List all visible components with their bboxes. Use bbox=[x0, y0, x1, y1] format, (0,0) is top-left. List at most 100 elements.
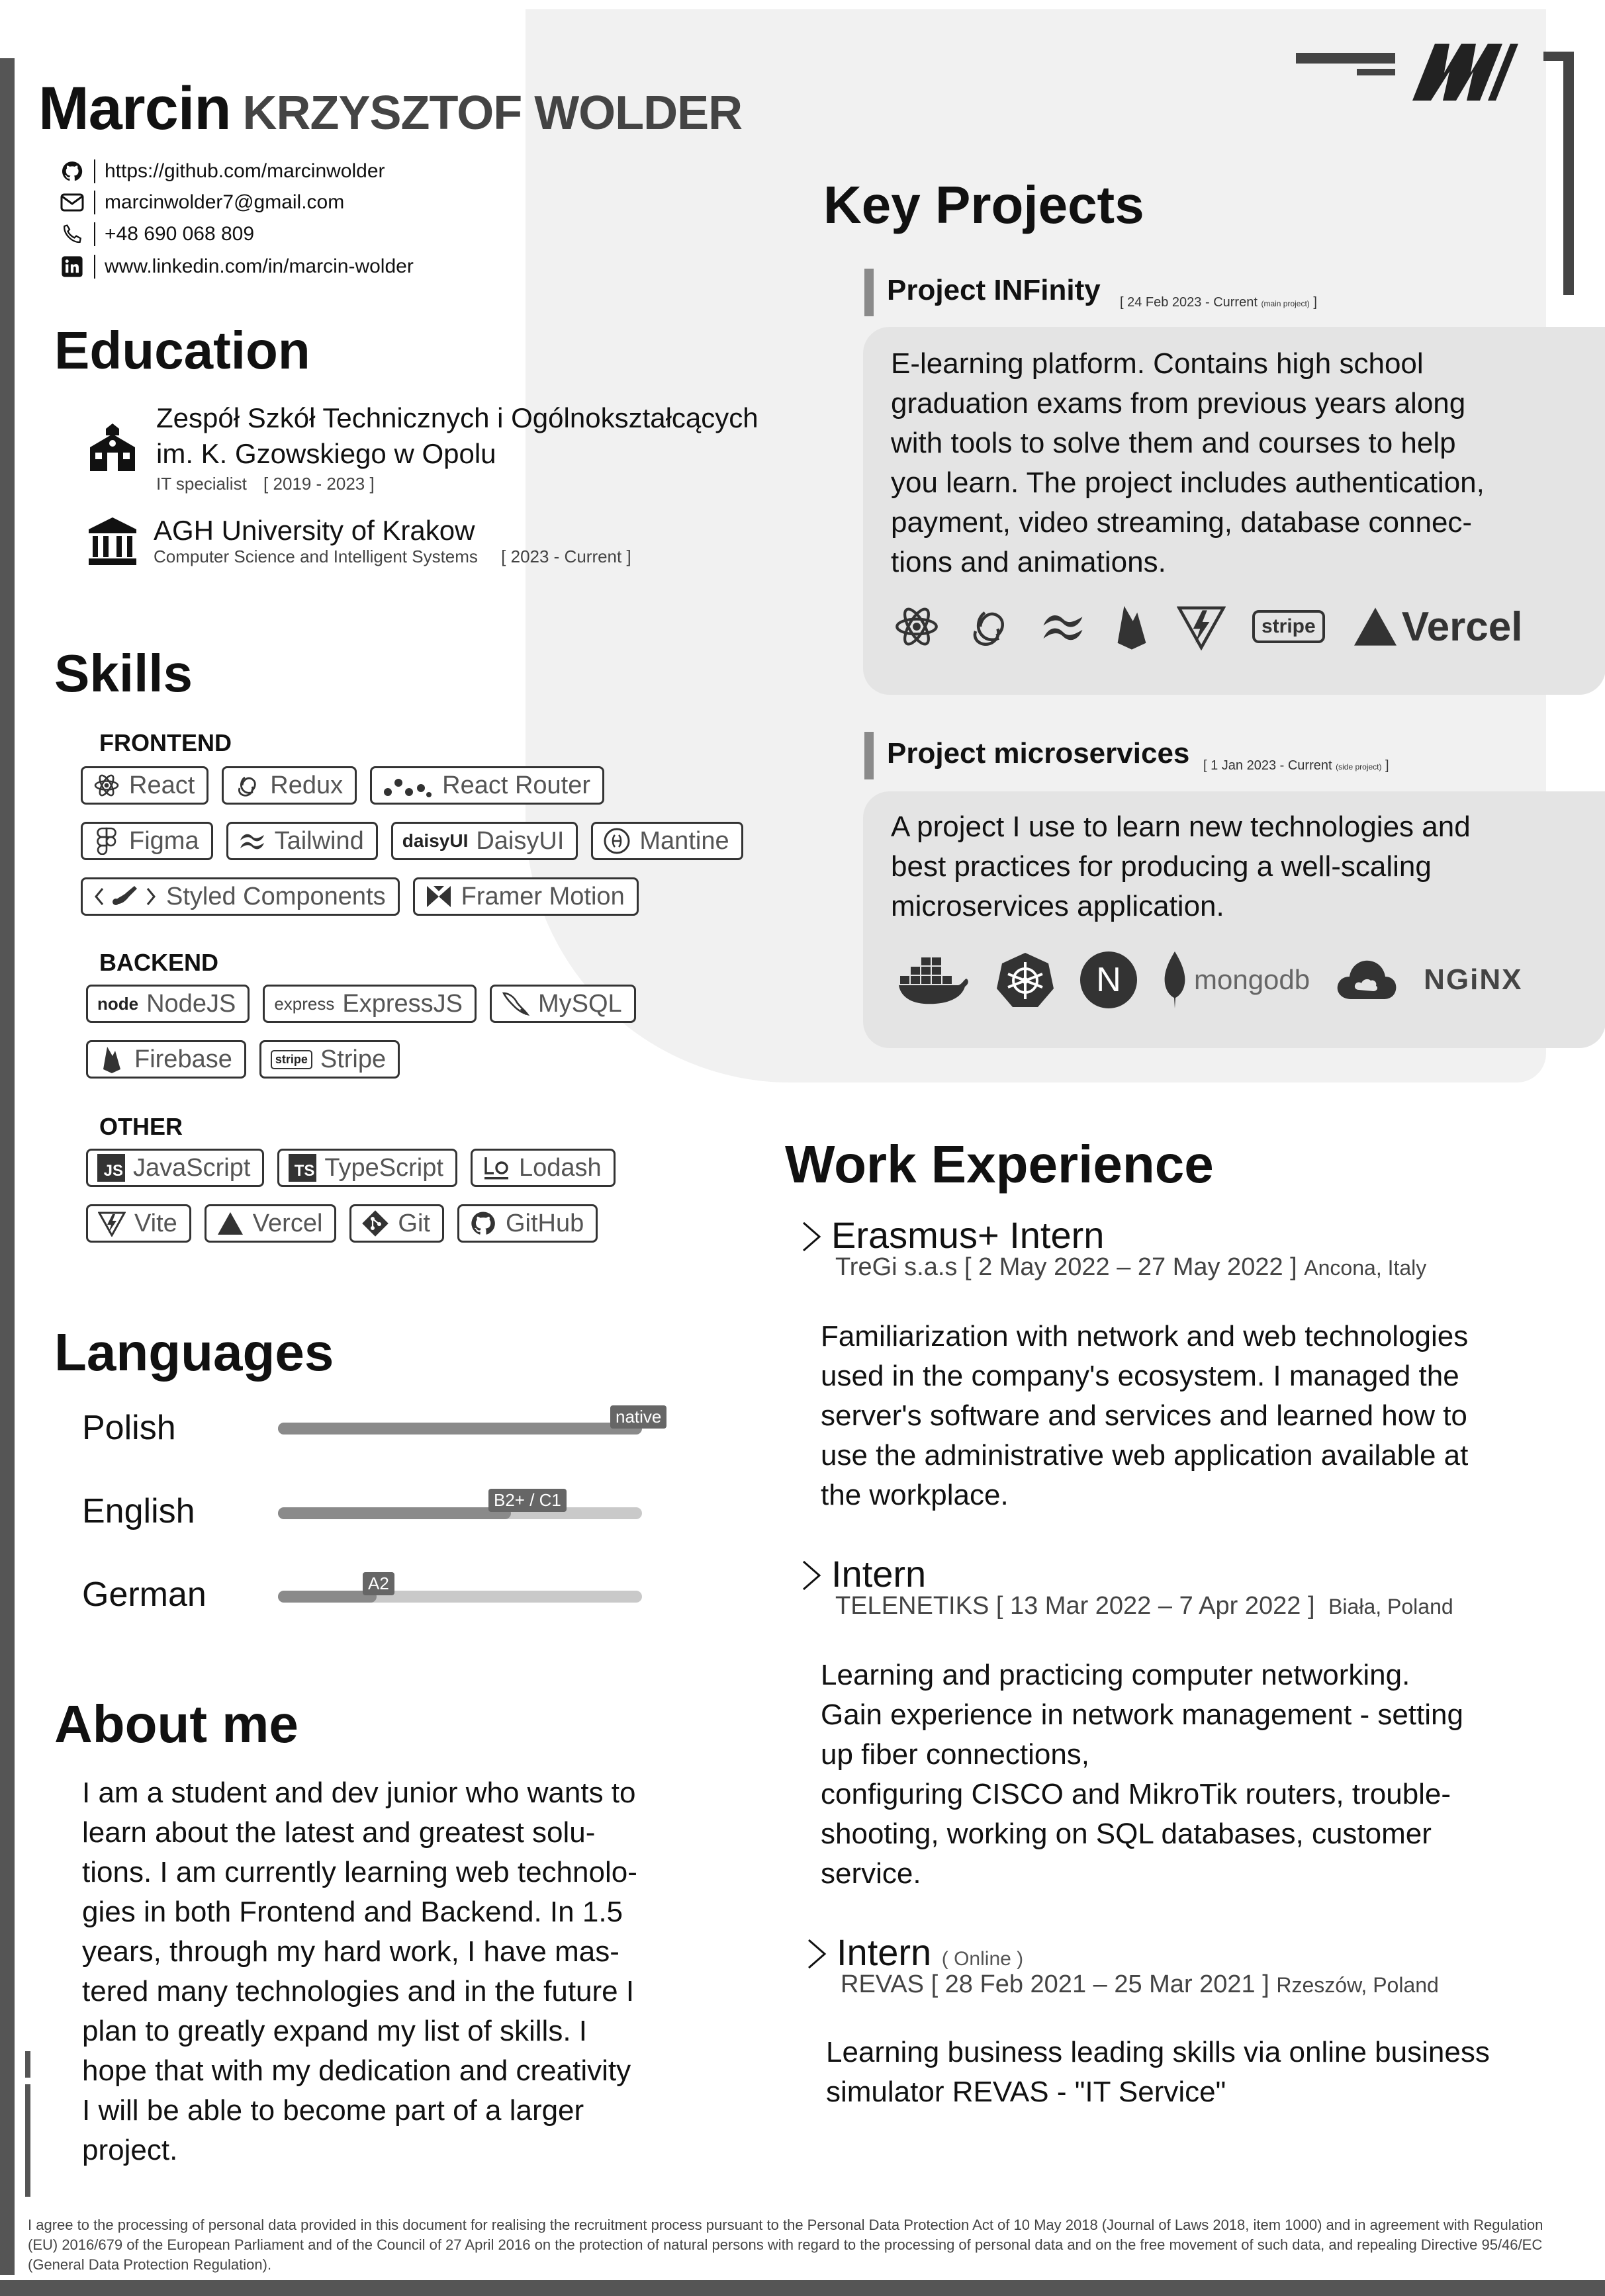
other-row-2: Vite Vercel Git GitHub bbox=[86, 1204, 598, 1243]
skill-label: Git bbox=[398, 1209, 430, 1237]
project-line: payment, video streaming, database conne… bbox=[891, 506, 1473, 539]
job-line: up fiber connections, bbox=[821, 1738, 1090, 1771]
skill-nodejs[interactable]: node NodeJS bbox=[86, 985, 250, 1023]
school-name-line1: Zespół Szkół Technicznych i Ogólnokształ… bbox=[156, 402, 758, 433]
university-dates: [ 2023 - Current ] bbox=[501, 547, 631, 566]
mongodb-icon: mongodb bbox=[1162, 950, 1310, 1010]
about-line: I will be able to become part of a large… bbox=[82, 2094, 584, 2127]
skill-lodash[interactable]: Lodash bbox=[470, 1149, 616, 1187]
backend-row-2: Firebase stripe Stripe bbox=[86, 1040, 400, 1079]
about-line: years, through my hard work, I have mas- bbox=[82, 1935, 619, 1968]
project-date-end: ] bbox=[1385, 758, 1389, 773]
last-name: KRZYSZTOF WOLDER bbox=[242, 87, 743, 140]
skill-label: NodeJS bbox=[146, 989, 236, 1018]
about-line: tions. I am currently learning web techn… bbox=[82, 1856, 637, 1888]
job-line: shooting, working on SQL databases, cust… bbox=[821, 1818, 1432, 1850]
job-company-dates: REVAS [ 28 Feb 2021 – 25 Mar 2021 ] bbox=[841, 1970, 1269, 1998]
separator bbox=[94, 222, 95, 246]
chevron-right-icon bbox=[803, 1560, 821, 1591]
job-line: service. bbox=[821, 1857, 921, 1890]
daisyui-icon: daisyUI bbox=[402, 830, 469, 851]
job-note: ( Online ) bbox=[941, 1948, 1024, 1970]
skill-javascript[interactable]: JS JavaScript bbox=[86, 1149, 265, 1187]
job-line: Gain experience in network management - … bbox=[821, 1699, 1463, 1731]
javascript-icon: JS bbox=[97, 1154, 125, 1182]
skill-framer-motion[interactable]: Framer Motion bbox=[412, 877, 639, 916]
frontend-label: FRONTEND bbox=[99, 729, 232, 756]
react-icon bbox=[92, 771, 121, 800]
nginx-icon: NGiNX bbox=[1424, 963, 1523, 996]
first-name: Marcin bbox=[38, 75, 232, 142]
skill-label: Vite bbox=[134, 1209, 177, 1237]
skill-label: React bbox=[129, 771, 195, 799]
skill-daisyui[interactable]: daisyUI DaisyUI bbox=[390, 822, 578, 860]
school-icon bbox=[87, 421, 138, 477]
contact-linkedin[interactable]: www.linkedin.com/in/marcin-wolder bbox=[60, 253, 414, 280]
skill-label: Styled Components bbox=[166, 882, 386, 910]
separator bbox=[94, 159, 95, 183]
skill-vite[interactable]: Vite bbox=[86, 1204, 191, 1243]
logo-line bbox=[1357, 69, 1395, 75]
github-link[interactable]: https://github.com/marcinwolder bbox=[105, 160, 385, 182]
react-router-icon bbox=[381, 771, 434, 800]
skill-stripe[interactable]: stripe Stripe bbox=[259, 1040, 400, 1079]
vercel-wordmark: Vercel bbox=[1401, 603, 1523, 650]
project-line: with tools to solve them and courses to … bbox=[891, 427, 1456, 459]
job-meta: TreGi s.a.s [ 2 May 2022 – 27 May 2022 ]… bbox=[835, 1253, 1426, 1282]
project-line: A project I use to learn new technologie… bbox=[891, 811, 1471, 843]
education-heading: Education bbox=[54, 321, 310, 380]
express-icon: express bbox=[274, 993, 335, 1014]
logo-line bbox=[1296, 53, 1395, 64]
redux-icon bbox=[966, 603, 1013, 650]
job-description: Familiarization with network and web tec… bbox=[821, 1317, 1575, 1515]
email-link[interactable]: marcinwolder7@gmail.com bbox=[105, 191, 345, 213]
university-field-text: Computer Science and Intelligent Systems bbox=[154, 547, 478, 566]
job-meta: TELENETIKS [ 13 Mar 2022 – 7 Apr 2022 ] … bbox=[835, 1592, 1453, 1620]
contact-phone[interactable]: +48 690 068 809 bbox=[60, 221, 254, 247]
skill-redux[interactable]: Redux bbox=[222, 766, 357, 805]
cloud-icon bbox=[1335, 957, 1399, 1003]
full-name: Marcin KRZYSZTOF WOLDER bbox=[38, 74, 743, 144]
skill-styled-components[interactable]: Styled Components bbox=[81, 877, 400, 916]
phone-number[interactable]: +48 690 068 809 bbox=[105, 223, 255, 245]
skill-label: Vercel bbox=[252, 1209, 323, 1237]
project-line: E-learning platform. Contains high schoo… bbox=[891, 347, 1424, 380]
skill-vercel[interactable]: Vercel bbox=[204, 1204, 337, 1243]
skill-tailwind[interactable]: Tailwind bbox=[226, 822, 378, 860]
mysql-icon bbox=[501, 989, 530, 1018]
frontend-row-2: Figma Tailwind daisyUI DaisyUI Mantine bbox=[81, 822, 743, 860]
skill-label: ExpressJS bbox=[342, 989, 463, 1018]
contact-email[interactable]: marcinwolder7@gmail.com bbox=[60, 189, 344, 216]
skill-firebase[interactable]: Firebase bbox=[86, 1040, 246, 1079]
skill-mysql[interactable]: MySQL bbox=[489, 985, 636, 1023]
project-date-end: ] bbox=[1313, 295, 1317, 310]
project-description: E-learning platform. Contains high schoo… bbox=[891, 344, 1592, 582]
skill-label: GitHub bbox=[505, 1209, 584, 1237]
job-line: server's software and services and learn… bbox=[821, 1399, 1467, 1432]
school-dates: [ 2019 - 2023 ] bbox=[263, 474, 375, 494]
framer-motion-icon bbox=[424, 882, 453, 911]
skill-git[interactable]: Git bbox=[349, 1204, 444, 1243]
skill-github[interactable]: GitHub bbox=[457, 1204, 598, 1243]
chevron-right-icon bbox=[803, 1221, 821, 1252]
skill-typescript[interactable]: TS TypeScript bbox=[277, 1149, 457, 1187]
lodash-icon bbox=[482, 1153, 511, 1182]
skill-figma[interactable]: Figma bbox=[81, 822, 213, 860]
skill-label: React Router bbox=[442, 771, 591, 799]
skill-react-router[interactable]: React Router bbox=[370, 766, 605, 805]
skill-label: Figma bbox=[129, 826, 199, 855]
job-location: Rzeszów, Poland bbox=[1276, 1973, 1439, 1997]
bottom-border-bar bbox=[0, 2280, 1605, 2296]
project-line: tions and animations. bbox=[891, 546, 1166, 578]
mantine-icon bbox=[602, 826, 631, 856]
skill-react[interactable]: React bbox=[81, 766, 209, 805]
about-line: learn about the latest and greatest solu… bbox=[82, 1816, 596, 1849]
react-icon bbox=[894, 603, 940, 650]
skill-mantine[interactable]: Mantine bbox=[591, 822, 743, 860]
skill-label: DaisyUI bbox=[476, 826, 565, 855]
skill-label: JavaScript bbox=[133, 1153, 251, 1182]
skill-expressjs[interactable]: express ExpressJS bbox=[263, 985, 477, 1023]
linkedin-link[interactable]: www.linkedin.com/in/marcin-wolder bbox=[105, 255, 414, 277]
contact-github[interactable]: https://github.com/marcinwolder bbox=[60, 158, 385, 185]
about-line: gies in both Frontend and Backend. In 1.… bbox=[82, 1896, 623, 1928]
